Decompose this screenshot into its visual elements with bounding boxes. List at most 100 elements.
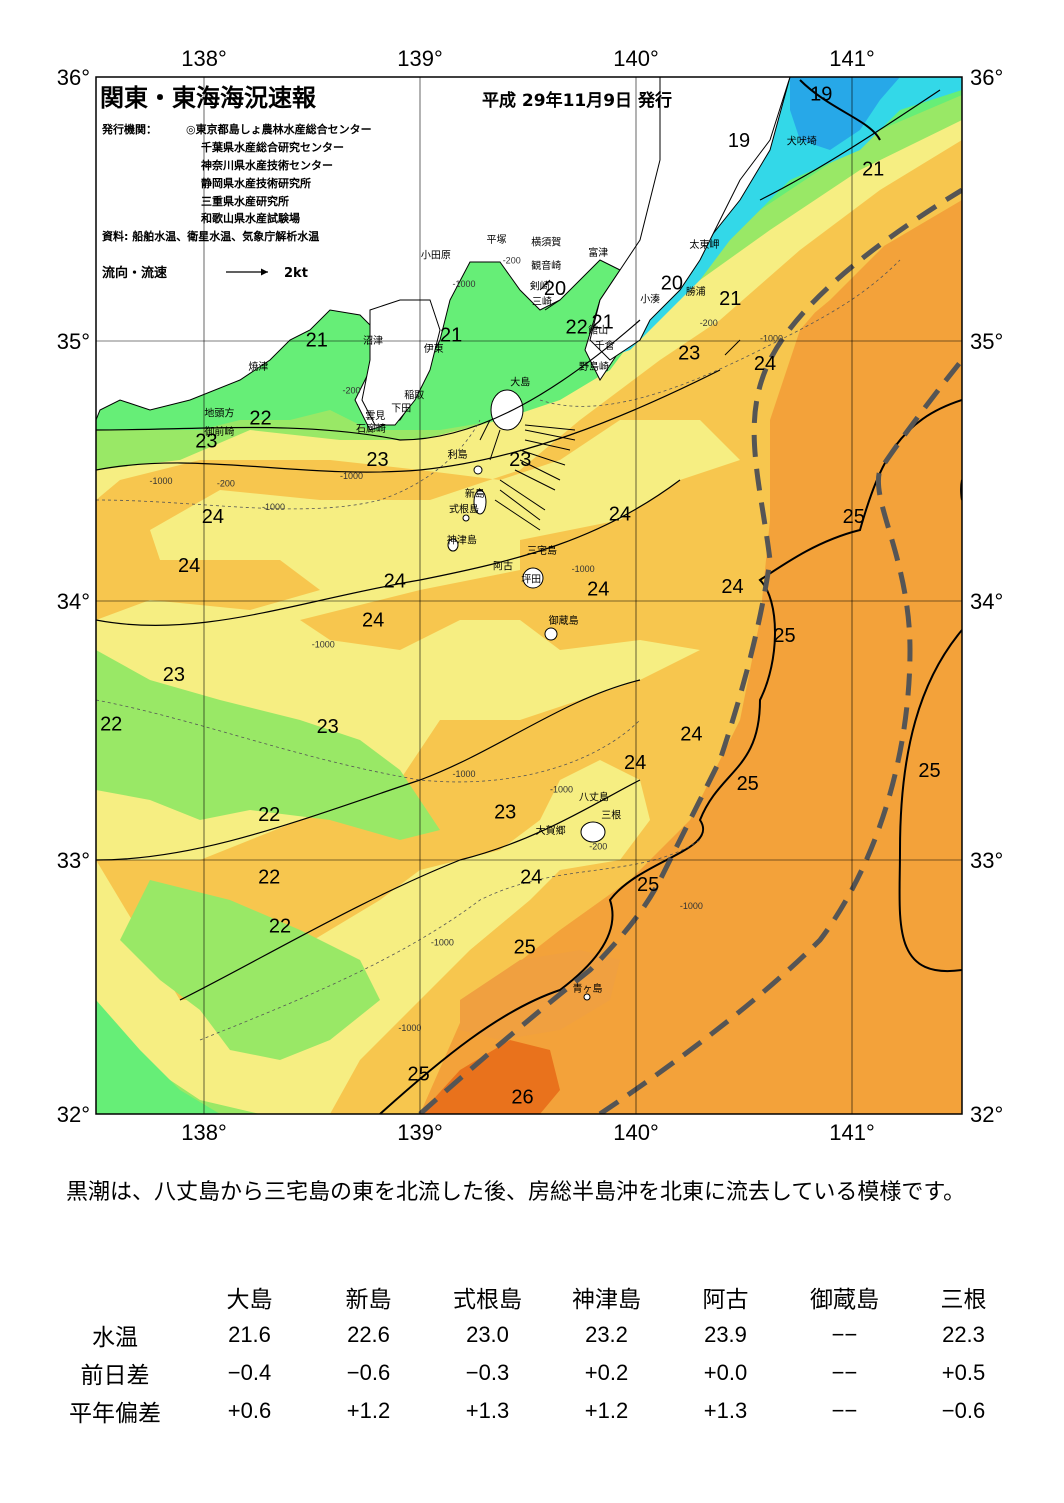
lon-label-140-top: 140° — [613, 46, 659, 71]
kuroshio-axis — [418, 187, 962, 1114]
depth-label: -1000 — [452, 769, 475, 779]
issuer-5: 三重県水産研究所 — [201, 194, 289, 208]
issuer-4: 静岡県水産技術研究所 — [201, 176, 311, 190]
station-header: 阿古 — [702, 1287, 749, 1313]
isotherm-label: 24 — [680, 724, 702, 746]
isotherm-label: 24 — [362, 610, 384, 632]
table-cell: 23.0 — [466, 1322, 509, 1347]
table-cell: +0.0 — [703, 1360, 748, 1385]
lon-label-141-top: 141° — [829, 46, 875, 71]
depth-label: -200 — [217, 479, 235, 489]
lon-label-138-top: 138° — [181, 46, 227, 71]
isotherm-label: 23 — [366, 449, 388, 471]
lat-label-36-left: 36° — [57, 65, 90, 90]
zone-26 — [420, 1040, 560, 1114]
place-label: 稲取 — [404, 390, 424, 402]
legend-label: 流向・流速 — [102, 265, 167, 281]
depth-label: -1000 — [398, 1023, 421, 1033]
isotherm-label: 25 — [514, 936, 536, 958]
lat-label-32-right: 32° — [970, 1102, 1003, 1127]
station-header: 大島 — [226, 1287, 273, 1313]
station-header: 御蔵島 — [810, 1287, 879, 1313]
place-label: 犬吠埼 — [787, 134, 817, 147]
isotherm-label: 24 — [609, 503, 631, 525]
map-title: 関東・東海海況速報 — [100, 84, 317, 112]
depth-label: -200 — [342, 385, 360, 395]
place-label: 式根島 — [449, 503, 479, 516]
isotherm-label: 24 — [202, 506, 224, 528]
lat-labels-right: 36° 35° 34° 33° 32° — [970, 65, 1003, 1127]
row-label: 前日差 — [80, 1363, 150, 1389]
depth-label: -200 — [503, 256, 521, 266]
place-label: 雲見 — [365, 410, 385, 422]
isotherm-label: 22 — [249, 407, 271, 429]
depth-labels: -200 -1000 -200 -1000 -200 -1000 -200 -1000 -100… — [149, 256, 783, 1033]
isotherm-label: 22 — [269, 916, 291, 938]
depth-label: -200 — [700, 318, 718, 328]
place-label: 三宅島 — [527, 544, 557, 557]
table-cell: +0.2 — [584, 1360, 629, 1385]
table-cell: +1.3 — [703, 1398, 748, 1423]
summary-text: 黒潮は、八丈島から三宅島の東を北流した後、房総半島沖を北東に流去している模様です… — [66, 1180, 966, 1205]
table-cell: 22.3 — [942, 1322, 985, 1347]
lat-label-34-right: 34° — [970, 589, 1003, 614]
isotherm-label: 23 — [317, 716, 339, 738]
table-row: 水温 21.6 22.6 23.0 23.2 23.9 −− 22.3 — [40, 1316, 1023, 1354]
depth-contours — [96, 259, 901, 1041]
place-label: 千倉 — [595, 339, 615, 352]
temperature-fields — [96, 77, 962, 1114]
zone-20 — [600, 77, 962, 360]
island-niijima — [473, 489, 487, 515]
issuer-2: 千葉県水産総合研究センター — [201, 140, 344, 154]
isotherm-label: 25 — [737, 773, 759, 795]
place-label: 小田原 — [421, 250, 451, 262]
place-label: 大賀郷 — [536, 824, 566, 837]
depth-label: -1000 — [149, 476, 172, 486]
table-cell: −0.6 — [941, 1398, 986, 1423]
place-label: 野島崎 — [579, 360, 609, 373]
lat-label-35-right: 35° — [970, 329, 1003, 354]
place-label: 地頭方 — [204, 407, 234, 420]
isotherm-label: 23 — [678, 343, 700, 365]
lon-label-138-bottom: 138° — [181, 1120, 227, 1145]
place-label: 伊東 — [424, 342, 444, 355]
isotherm-label: 19 — [728, 130, 750, 152]
depth-label: -1000 — [312, 639, 335, 649]
place-label: 三根 — [601, 809, 621, 822]
island-miyakejima — [522, 567, 544, 589]
lat-label-34-left: 34° — [57, 589, 90, 614]
issuer-label: 発行機関： — [101, 122, 157, 136]
isotherm-label: 21 — [440, 324, 462, 346]
isotherm-label: 23 — [195, 431, 217, 453]
issue-date: 平成 29年11月9日 発行 — [482, 90, 672, 111]
isotherm-label: 25 — [918, 760, 940, 782]
isotherm-label: 23 — [509, 449, 531, 471]
lat-label-35-left: 35° — [57, 329, 90, 354]
issuer-6: 和歌山県水産試験場 — [201, 211, 300, 225]
issuer-1: ◎東京都島しょ農林水産総合センター — [186, 122, 372, 136]
place-label: 大島 — [510, 376, 530, 389]
isotherm-label: 22 — [258, 804, 280, 826]
place-label: 利島 — [448, 448, 468, 461]
isotherm-label: 24 — [721, 576, 743, 598]
place-label: 下田 — [391, 403, 411, 414]
table-cell: 23.2 — [585, 1322, 628, 1347]
island-shikinejima — [462, 514, 470, 522]
lat-label-33-left: 33° — [57, 848, 90, 873]
table-cell: −− — [831, 1322, 858, 1347]
table-cell: 22.6 — [347, 1322, 390, 1347]
place-label: 御前崎 — [204, 425, 234, 438]
place-label: 石廊崎 — [356, 422, 386, 435]
place-label: 横須賀 — [531, 236, 561, 249]
table-row: 平年偏差 +0.6 +1.2 +1.3 +1.2 +1.3 −− −0.6 — [40, 1392, 1023, 1430]
issuer-3: 神奈川県水産技術センター — [201, 158, 333, 172]
table-cell: −0.3 — [465, 1360, 510, 1385]
legend-speed: 2kt — [284, 266, 308, 281]
isotherm-label: 25 — [843, 506, 865, 528]
place-label: 青ヶ島 — [573, 982, 603, 995]
map-frame — [95, 76, 963, 1115]
table-header-row: 大島 新島 式根島 神津島 阿古 御蔵島 三根 — [40, 1278, 1023, 1316]
lat-label-36-right: 36° — [970, 65, 1003, 90]
